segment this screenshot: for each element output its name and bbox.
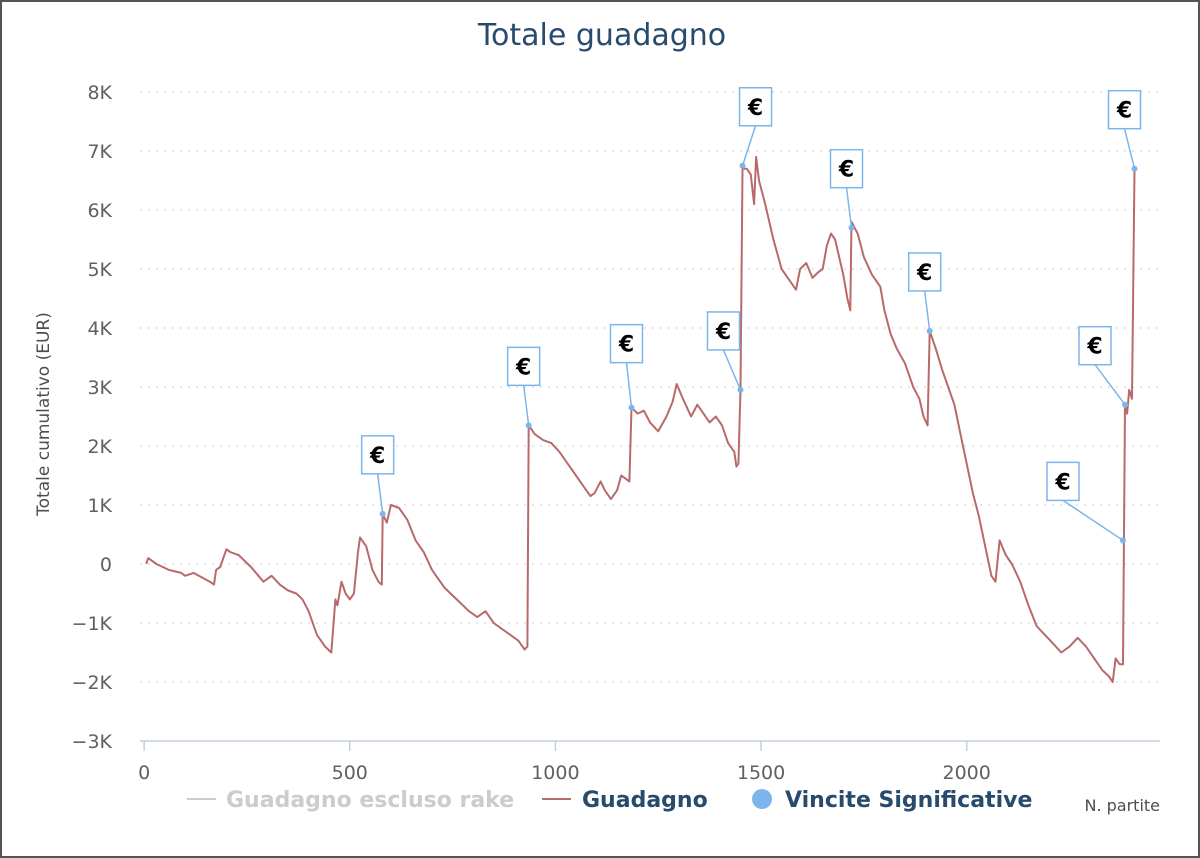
win-point[interactable] — [525, 422, 532, 429]
x-axis: 0 500 1000 1500 2000 — [138, 740, 1160, 784]
euro-icon: € — [1054, 470, 1070, 495]
y-tick-label: −1K — [72, 613, 113, 635]
y-tick-label: 0 — [100, 554, 112, 576]
flag-box — [1107, 89, 1142, 130]
euro-icon: € — [916, 261, 932, 286]
win-flag[interactable]: € — [1046, 461, 1126, 544]
euro-icon: € — [1116, 99, 1132, 124]
y-tick-label: 6K — [87, 200, 112, 222]
flag-box — [1046, 461, 1080, 502]
y-tick-label: 4K — [87, 318, 112, 340]
win-point[interactable] — [739, 162, 746, 169]
flag-connector — [625, 362, 633, 408]
flag-connector — [845, 187, 853, 228]
win-point[interactable] — [379, 510, 386, 517]
win-point[interactable] — [1122, 401, 1129, 408]
flag-connector — [1062, 499, 1124, 542]
y-tick-label: −2K — [72, 672, 113, 694]
flag-connector — [376, 473, 384, 514]
y-axis-title: Totale cumulativo (EUR) — [34, 312, 54, 517]
win-flag[interactable]: € — [1107, 89, 1142, 172]
legend-label-vincite-significative: Vincite Significative — [785, 788, 1032, 813]
legend-dot-icon — [752, 789, 772, 809]
legend-item-guadagno-escluso-rake[interactable]: Guadagno escluso rake — [187, 788, 514, 813]
flag-box — [609, 323, 644, 364]
win-flag[interactable]: € — [1078, 325, 1129, 408]
flag-box — [506, 346, 541, 387]
euro-icon: € — [515, 355, 531, 380]
euro-icon: € — [715, 320, 731, 345]
flag-connector — [1123, 128, 1136, 169]
euro-icon: € — [1086, 335, 1102, 360]
win-flag[interactable]: € — [907, 252, 942, 334]
x-tick-label: 1500 — [737, 762, 785, 784]
x-tick-label: 1000 — [531, 762, 579, 784]
x-tick-label: 2000 — [943, 762, 991, 784]
y-tick-label: 1K — [87, 495, 112, 517]
flag-box — [360, 435, 395, 475]
y-tick-label: −3K — [72, 731, 113, 753]
flag-box — [706, 311, 741, 351]
flag-connector — [923, 290, 931, 332]
flag-connector — [1094, 364, 1126, 406]
series-group — [145, 155, 1136, 683]
y-tick-label: 2K — [87, 436, 112, 458]
x-tick-label: 500 — [332, 762, 368, 784]
win-flag[interactable]: € — [506, 346, 541, 429]
x-tick-label: 0 — [138, 762, 150, 784]
win-point[interactable] — [737, 386, 744, 393]
significant-wins-flags: € € € € € € € € € € — [360, 87, 1142, 544]
legend: Guadagno escluso rake Guadagno Vincite S… — [187, 788, 1032, 813]
win-flag[interactable]: € — [738, 87, 773, 169]
win-flag[interactable]: € — [609, 323, 644, 411]
y-tick-label: 7K — [87, 141, 112, 163]
legend-label-guadagno: Guadagno — [582, 788, 708, 813]
win-flag[interactable]: € — [706, 311, 744, 393]
euro-icon: € — [747, 96, 763, 121]
euro-icon: € — [838, 158, 854, 183]
flag-connector — [522, 385, 530, 426]
win-flag[interactable]: € — [829, 148, 864, 231]
legend-item-guadagno[interactable]: Guadagno — [542, 788, 708, 813]
flag-box — [907, 252, 942, 292]
flag-connector — [741, 125, 757, 166]
flag-box — [829, 148, 864, 189]
chart-title: Totale guadagno — [477, 18, 726, 53]
legend-item-vincite-significative[interactable]: Vincite Significative — [752, 788, 1032, 813]
euro-icon: € — [618, 333, 634, 358]
euro-icon: € — [369, 444, 385, 469]
series-line-guadagno — [145, 155, 1136, 683]
win-flag[interactable]: € — [360, 435, 395, 517]
legend-label-guadagno-escluso-rake: Guadagno escluso rake — [226, 788, 514, 813]
y-axis-ticks: 8K 7K 6K 5K 4K 3K 2K 1K 0 −1K −2K −3K — [72, 82, 113, 753]
y-tick-label: 3K — [87, 377, 112, 399]
flag-box — [738, 87, 773, 127]
win-point[interactable] — [1131, 165, 1138, 172]
grid-lines — [140, 91, 1160, 683]
win-point[interactable] — [1119, 537, 1126, 544]
win-point[interactable] — [628, 404, 635, 411]
y-tick-label: 8K — [87, 82, 112, 104]
flag-connector — [722, 349, 742, 391]
y-tick-label: 5K — [87, 259, 112, 281]
win-point[interactable] — [926, 327, 933, 334]
flag-box — [1078, 325, 1112, 366]
x-axis-title: N. partite — [1084, 796, 1160, 815]
win-point[interactable] — [848, 224, 855, 231]
